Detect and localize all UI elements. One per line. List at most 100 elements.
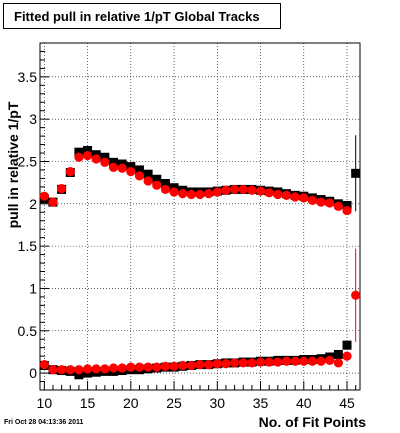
- data-point-square: [83, 145, 93, 155]
- data-point-circle: [117, 363, 127, 373]
- x-tick-label: 40: [296, 395, 312, 411]
- data-point-circle: [160, 361, 171, 371]
- data-point-circle: [351, 290, 361, 300]
- data-point-square: [126, 162, 136, 172]
- data-point-square: [351, 168, 361, 178]
- y-tick-label: 3.5: [18, 69, 38, 85]
- data-point-circle: [290, 356, 300, 366]
- data-point-circle: [264, 188, 274, 198]
- data-point-circle: [82, 150, 93, 161]
- data-point-circle: [325, 355, 335, 365]
- data-point-circle: [255, 186, 266, 196]
- data-point-circle: [273, 189, 283, 200]
- data-point-circle: [126, 167, 136, 177]
- data-point-circle: [307, 195, 318, 206]
- data-point-circle: [65, 365, 75, 375]
- data-point-circle: [204, 360, 214, 370]
- data-point-square: [134, 165, 144, 175]
- y-tick-label: 2: [29, 196, 37, 212]
- x-tick-label: 45: [339, 395, 355, 411]
- data-point-circle: [169, 187, 179, 197]
- data-point-square: [342, 340, 352, 350]
- data-point-circle: [273, 357, 283, 367]
- data-point-circle: [134, 171, 145, 181]
- data-point-square: [100, 152, 110, 162]
- y-tick-label: 1: [29, 280, 37, 296]
- x-tick-label: 10: [37, 395, 53, 411]
- data-point-circle: [117, 163, 127, 173]
- y-tick-label: 3: [29, 111, 37, 127]
- data-point-circle: [229, 184, 240, 195]
- data-point-circle: [333, 201, 343, 211]
- data-point-circle: [325, 198, 335, 208]
- data-point-circle: [152, 180, 162, 190]
- data-point-square: [342, 200, 352, 210]
- data-point-circle: [108, 363, 119, 373]
- data-point-circle: [126, 362, 136, 372]
- data-point-circle: [299, 356, 309, 366]
- data-point-square: [333, 349, 343, 359]
- data-point-circle: [299, 193, 309, 203]
- data-point-square: [74, 147, 84, 157]
- data-point-circle: [281, 356, 292, 366]
- data-point-circle: [342, 205, 352, 216]
- data-point-circle: [316, 356, 326, 366]
- data-point-circle: [39, 360, 49, 370]
- grid: [40, 43, 360, 390]
- timestamp: Fri Oct 28 04:13:36 2011: [4, 419, 84, 426]
- chart-title-box: Fitted pull in relative 1/pT Global Trac…: [3, 3, 281, 29]
- x-tick-label: 20: [123, 395, 139, 411]
- data-point-circle: [307, 356, 318, 366]
- data-marks: [39, 135, 361, 380]
- data-point-circle: [143, 362, 153, 372]
- plot-frame: [39, 42, 361, 391]
- data-point-circle: [57, 183, 67, 194]
- data-point-circle: [195, 189, 205, 200]
- data-point-circle: [74, 152, 84, 162]
- x-tick-label: 30: [210, 395, 226, 411]
- data-point-circle: [152, 362, 162, 372]
- data-point-circle: [91, 154, 101, 164]
- x-tick-label: 15: [80, 395, 96, 411]
- data-point-circle: [178, 360, 188, 371]
- data-point-circle: [108, 162, 119, 173]
- data-point-circle: [100, 364, 110, 374]
- data-point-circle: [48, 197, 58, 207]
- data-point-circle: [143, 176, 153, 186]
- x-tick-label: 25: [166, 395, 182, 411]
- x-tick-label: 35: [253, 395, 269, 411]
- y-axis-label: pull in relative 1/pT: [5, 101, 21, 228]
- data-point-circle: [48, 365, 58, 375]
- data-point-circle: [178, 189, 188, 199]
- data-point-circle: [212, 359, 222, 369]
- chart-title: Fitted pull in relative 1/pT Global Trac…: [14, 9, 260, 24]
- data-point-circle: [204, 189, 214, 199]
- data-point-circle: [342, 351, 352, 361]
- data-point-circle: [229, 358, 240, 368]
- data-point-circle: [247, 185, 257, 195]
- data-point-circle: [238, 184, 248, 195]
- data-point-circle: [247, 358, 257, 368]
- data-point-circle: [255, 357, 266, 367]
- y-tick-label: 2.5: [18, 153, 38, 169]
- data-point-circle: [333, 358, 343, 368]
- x-axis-label: No. of Fit Points: [259, 414, 367, 430]
- data-point-circle: [82, 364, 93, 374]
- data-point-square: [160, 178, 170, 188]
- y-tick-label: 0: [29, 365, 37, 381]
- data-point-circle: [212, 187, 222, 197]
- data-point-square: [143, 169, 153, 179]
- y-tick-label: 0.5: [18, 323, 38, 339]
- data-point-circle: [134, 362, 145, 372]
- data-point-circle: [65, 167, 75, 177]
- data-point-circle: [100, 157, 110, 167]
- data-point-square: [109, 157, 119, 167]
- y-tick-label: 1.5: [18, 238, 38, 254]
- data-point-circle: [316, 197, 326, 207]
- data-point-circle: [221, 359, 231, 369]
- data-point-circle: [264, 357, 274, 367]
- data-point-square: [152, 174, 162, 184]
- data-point-circle: [221, 185, 231, 195]
- data-point-circle: [186, 360, 196, 371]
